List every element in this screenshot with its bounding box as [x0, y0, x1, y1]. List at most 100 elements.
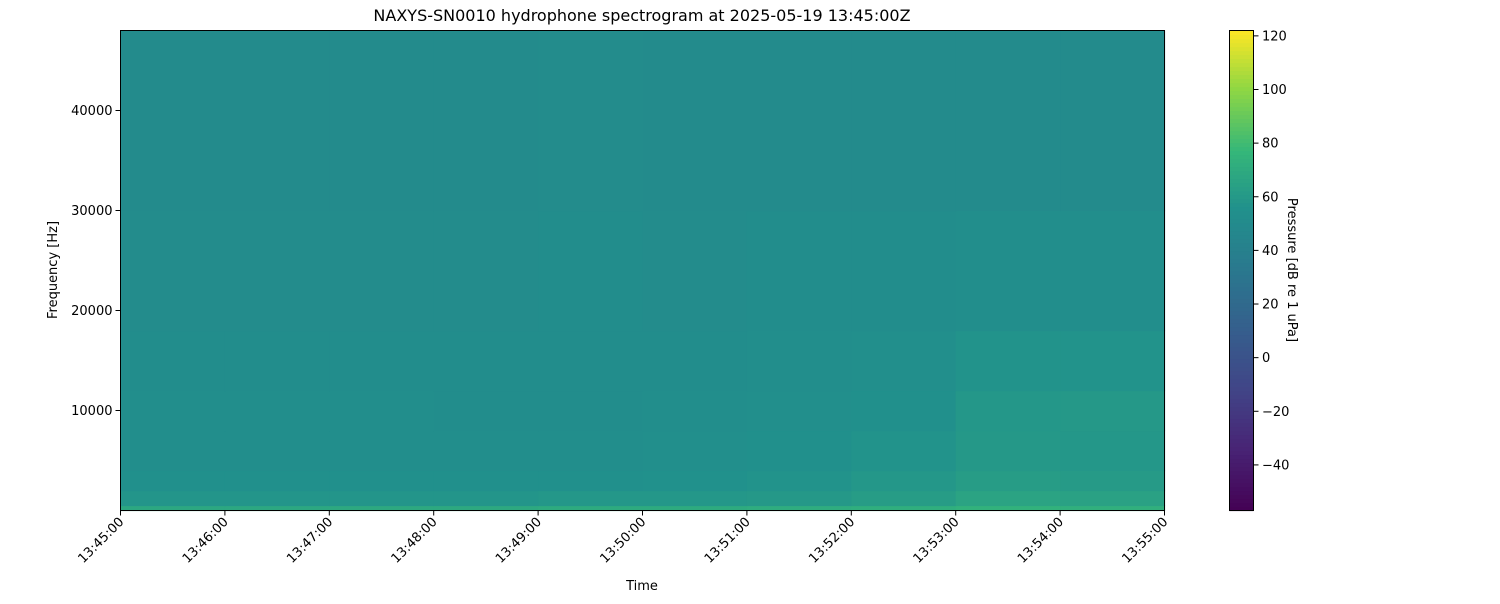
heatmap-cell	[329, 430, 435, 472]
heatmap-cell	[329, 390, 435, 432]
colorbar-segment	[1229, 502, 1254, 508]
y-tick-label: 10000	[71, 404, 112, 419]
colorbar-segment	[1229, 138, 1254, 144]
colorbar-segment	[1229, 438, 1254, 444]
colorbar-segment	[1229, 182, 1254, 188]
colorbar-segment	[1229, 434, 1254, 440]
colorbar-segment	[1229, 498, 1254, 504]
colorbar-segment	[1229, 410, 1254, 416]
heatmap-cell	[224, 490, 330, 507]
heatmap-cell	[746, 490, 852, 507]
colorbar-segment	[1229, 294, 1254, 300]
heatmap-cell	[433, 490, 539, 507]
colorbar-segment	[1229, 234, 1254, 240]
colorbar-tick-label: 100	[1262, 83, 1287, 98]
colorbar-segment	[1229, 70, 1254, 76]
colorbar-segment	[1229, 402, 1254, 408]
x-tick-label: 13:51:00	[702, 515, 754, 567]
heatmap-cell	[120, 30, 226, 212]
colorbar-tick-label: 0	[1262, 351, 1270, 366]
colorbar-segment	[1229, 482, 1254, 488]
colorbar-segment	[1229, 210, 1254, 216]
colorbar-segment	[1229, 106, 1254, 112]
colorbar-segment	[1229, 454, 1254, 460]
heatmap-cell	[1060, 210, 1166, 332]
colorbar-axis: 120 100 80 60 40 20 0 −20 −40	[1253, 29, 1289, 473]
colorbar-segment	[1229, 262, 1254, 268]
colorbar-segment	[1229, 226, 1254, 232]
heatmap-cell	[433, 430, 539, 472]
heatmap-cell	[538, 430, 644, 472]
colorbar-segment	[1229, 38, 1254, 44]
heatmap-cell	[538, 210, 644, 332]
heatmap-cell	[851, 430, 957, 472]
heatmap-cell	[538, 330, 644, 392]
heatmap-cell	[642, 430, 748, 472]
colorbar-segment	[1229, 386, 1254, 392]
colorbar-segment	[1229, 354, 1254, 360]
colorbar-segment	[1229, 326, 1254, 332]
heatmap-cell	[224, 505, 330, 512]
colorbar-segment	[1229, 246, 1254, 252]
x-tick-label: 13:45:00	[75, 515, 127, 567]
x-tick-label: 13:55:00	[1119, 515, 1171, 567]
x-axis: 13:45:00 13:46:00 13:47:00 13:48:00 13:49:00…	[75, 510, 1171, 567]
colorbar-segment	[1229, 342, 1254, 348]
heatmap-cell	[746, 210, 852, 332]
heatmap-cell	[538, 470, 644, 492]
colorbar-segment	[1229, 134, 1254, 140]
heatmap-cell	[433, 30, 539, 212]
colorbar-segment	[1229, 178, 1254, 184]
heatmap-cell	[955, 210, 1061, 332]
colorbar-segment	[1229, 166, 1254, 172]
colorbar-segment	[1229, 158, 1254, 164]
colorbar-segment	[1229, 470, 1254, 476]
colorbar-frame	[1229, 30, 1254, 511]
chart-title: NAXYS-SN0010 hydrophone spectrogram at 2…	[373, 6, 910, 25]
colorbar-segment	[1229, 186, 1254, 192]
heatmap-cell	[1060, 430, 1166, 472]
y-tick-label: 30000	[71, 204, 112, 219]
colorbar-tick-label: 40	[1262, 244, 1279, 259]
heatmap-cell	[224, 430, 330, 472]
heatmap-cell	[329, 30, 435, 212]
heatmap-cell	[955, 490, 1061, 507]
colorbar-segment	[1229, 130, 1254, 136]
heatmap-cell	[1060, 30, 1166, 212]
colorbar-segment	[1229, 490, 1254, 496]
colorbar-segment	[1229, 250, 1254, 256]
heatmap-cell	[433, 390, 539, 432]
heatmap-cell	[851, 490, 957, 507]
colorbar-segment	[1229, 258, 1254, 264]
heatmap-cell	[329, 470, 435, 492]
colorbar-segment	[1229, 398, 1254, 404]
colorbar-segment	[1229, 478, 1254, 484]
colorbar-segment	[1229, 202, 1254, 208]
heatmap-cell	[538, 30, 644, 212]
colorbar-segment	[1229, 306, 1254, 312]
colorbar-segment	[1229, 286, 1254, 292]
colorbar-segment	[1229, 242, 1254, 248]
heatmap-cell	[642, 470, 748, 492]
heatmap-cell	[642, 505, 748, 512]
heatmap-cell	[642, 490, 748, 507]
y-tick-label: 20000	[71, 304, 112, 319]
colorbar-tick-label: 60	[1262, 190, 1279, 205]
heatmap-cell	[329, 505, 435, 512]
colorbar-segment	[1229, 98, 1254, 104]
colorbar-segment	[1229, 334, 1254, 340]
colorbar-segment	[1229, 466, 1254, 472]
colorbar-segment	[1229, 314, 1254, 320]
heatmap-cell	[433, 330, 539, 392]
colorbar-segment	[1229, 34, 1254, 40]
colorbar-segment	[1229, 290, 1254, 296]
colorbar-segment	[1229, 366, 1254, 372]
heatmap-cell	[851, 390, 957, 432]
heatmap-cell	[1060, 490, 1166, 507]
heatmap-cell	[329, 490, 435, 507]
colorbar-segment	[1229, 298, 1254, 304]
heatmap-cell	[224, 470, 330, 492]
colorbar-segment	[1229, 206, 1254, 212]
heatmap-cell	[642, 390, 748, 432]
